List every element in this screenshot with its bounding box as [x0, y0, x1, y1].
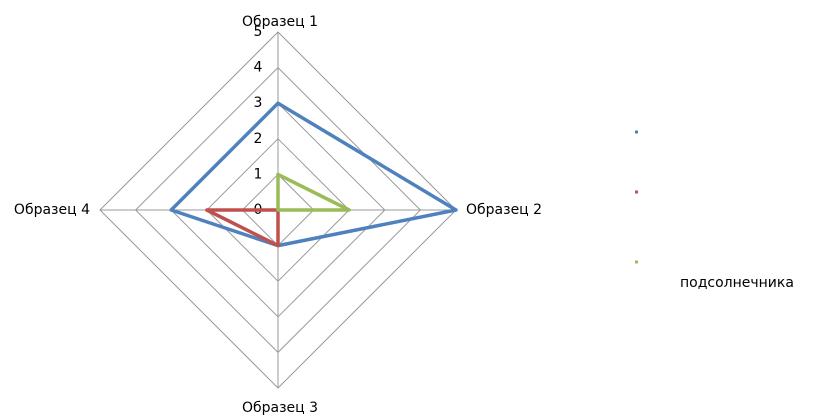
- legend-marker: [635, 190, 638, 194]
- category-label: Образец 4: [14, 202, 90, 218]
- category-label: Образец 2: [466, 202, 542, 218]
- category-label: Образец 1: [242, 14, 318, 30]
- legend-marker: [635, 130, 638, 134]
- y-tick-label: 2: [254, 131, 263, 147]
- category-label: Образец 3: [242, 400, 318, 416]
- legend-label: подсолнечника: [680, 275, 794, 291]
- y-tick-label: 3: [254, 95, 263, 111]
- y-tick-label: 5: [254, 24, 263, 40]
- y-tick-label: 4: [254, 60, 263, 76]
- y-tick-label: 1: [254, 166, 263, 182]
- legend-marker: [635, 260, 638, 264]
- series-line: [276, 172, 351, 212]
- series-line: [205, 208, 280, 248]
